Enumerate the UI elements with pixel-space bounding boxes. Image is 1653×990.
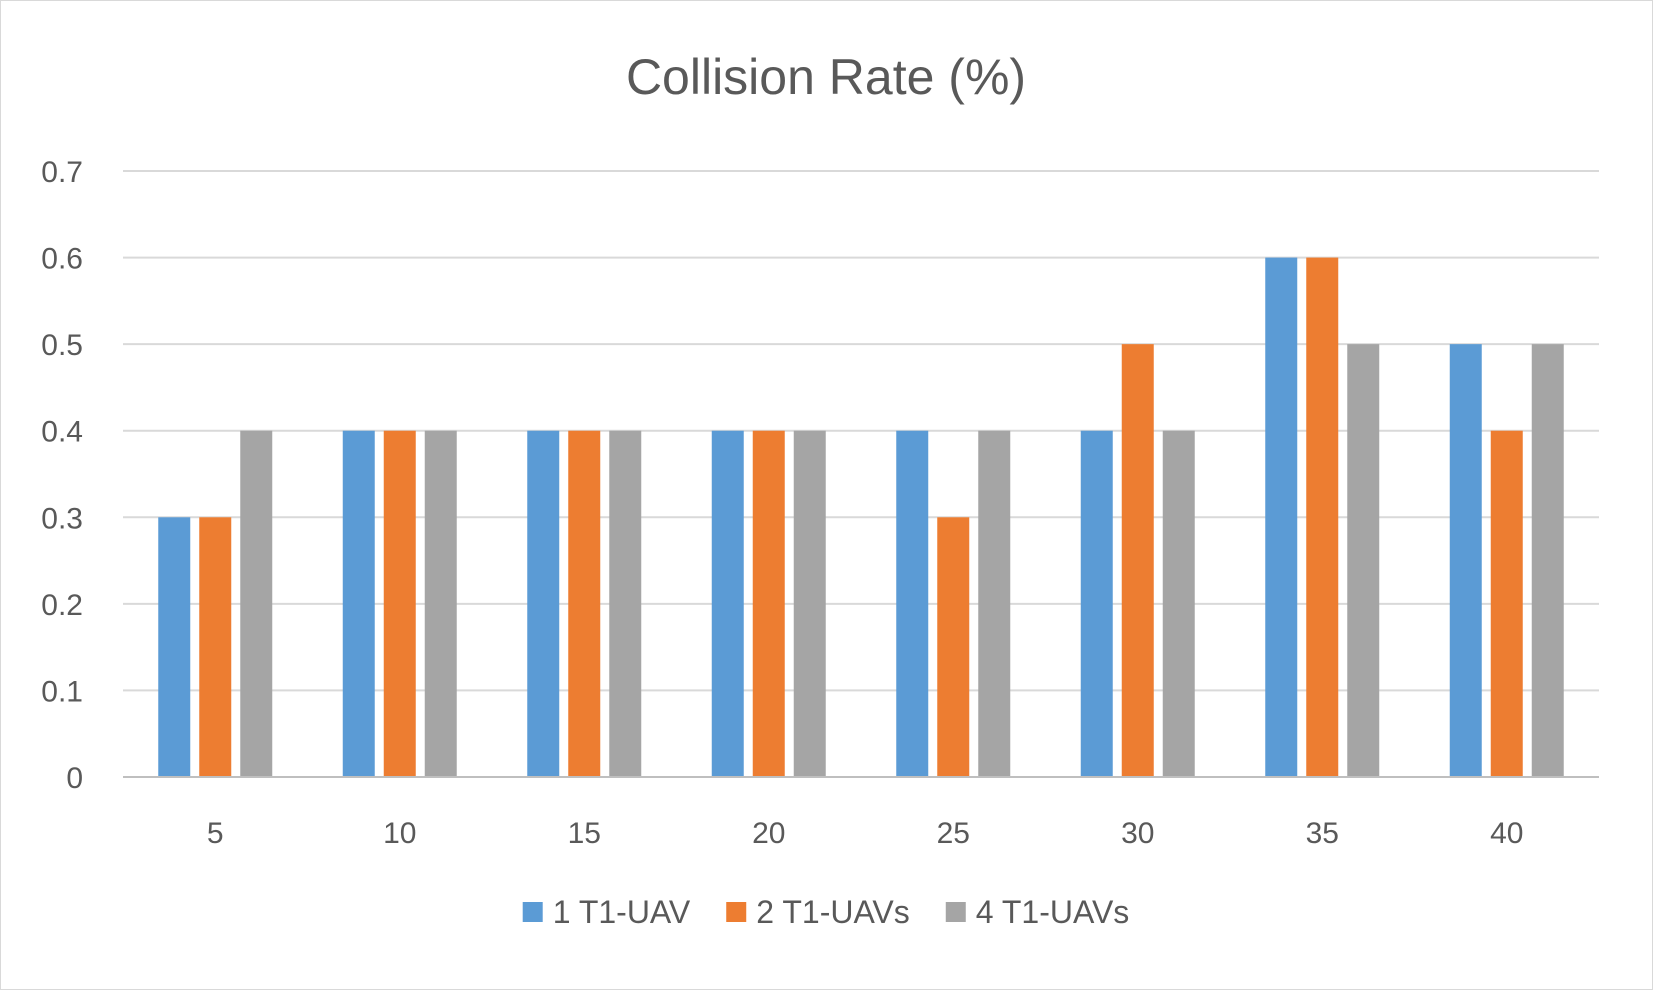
x-tick-label: 25 (937, 817, 970, 850)
y-axis-ticks: 0 0.1 0.2 0.3 0.4 0.5 0.6 0.7 (41, 156, 83, 795)
bar-2-t1-uavs-15 (568, 430, 601, 777)
bars (158, 257, 1564, 778)
bar-1-t1-uav-20 (711, 430, 744, 777)
y-tick-label: 0.5 (41, 329, 83, 362)
bar-4-t1-uavs-25 (978, 430, 1011, 777)
bar-1-t1-uav-15 (527, 430, 560, 777)
x-tick-label: 10 (383, 817, 416, 850)
bar-2-t1-uavs-20 (752, 430, 785, 777)
x-tick-label: 40 (1490, 817, 1523, 850)
bar-4-t1-uavs-35 (1347, 344, 1380, 777)
bar-2-t1-uavs-25 (937, 517, 970, 777)
bar-2-t1-uavs-10 (383, 430, 416, 777)
y-tick-label: 0.3 (41, 502, 83, 535)
y-tick-label: 0.2 (41, 589, 83, 622)
x-tick-label: 30 (1121, 817, 1154, 850)
legend-swatch (726, 902, 747, 922)
y-tick-label: 0.7 (41, 156, 83, 189)
x-tick-label: 5 (207, 817, 224, 850)
x-tick-label: 35 (1306, 817, 1339, 850)
bar-4-t1-uavs-10 (424, 430, 457, 777)
bar-2-t1-uavs-40 (1490, 430, 1523, 777)
bar-4-t1-uavs-5 (240, 430, 273, 777)
bar-1-t1-uav-10 (342, 430, 375, 777)
bar-4-t1-uavs-30 (1162, 430, 1195, 777)
bar-1-t1-uav-5 (158, 517, 191, 777)
bar-1-t1-uav-35 (1265, 257, 1298, 778)
legend-label: 4 T1-UAVs (976, 894, 1130, 930)
bar-4-t1-uavs-20 (793, 430, 826, 777)
y-tick-label: 0.1 (41, 675, 83, 708)
legend-label: 2 T1-UAVs (756, 894, 910, 930)
bar-2-t1-uavs-30 (1121, 344, 1154, 777)
bar-4-t1-uavs-15 (609, 430, 642, 777)
y-tick-label: 0 (66, 762, 83, 795)
bar-1-t1-uav-30 (1080, 430, 1113, 777)
legend-swatch (522, 902, 543, 922)
legend-swatch (945, 902, 966, 922)
legend-label: 1 T1-UAV (553, 894, 691, 930)
chart-title: Collision Rate (%) (626, 49, 1026, 105)
bar-4-t1-uavs-40 (1531, 344, 1564, 777)
bar-2-t1-uavs-5 (199, 517, 232, 777)
x-axis-ticks: 5 10 15 20 25 30 35 40 (207, 817, 1524, 850)
x-tick-label: 20 (752, 817, 785, 850)
bar-1-t1-uav-40 (1449, 344, 1482, 777)
y-tick-label: 0.4 (41, 416, 83, 449)
legend: 1 T1-UAV 2 T1-UAVs 4 T1-UAVs (522, 894, 1130, 930)
x-tick-label: 15 (568, 817, 601, 850)
bar-2-t1-uavs-35 (1306, 257, 1339, 778)
bar-1-t1-uav-25 (896, 430, 929, 777)
y-tick-label: 0.6 (41, 243, 83, 276)
